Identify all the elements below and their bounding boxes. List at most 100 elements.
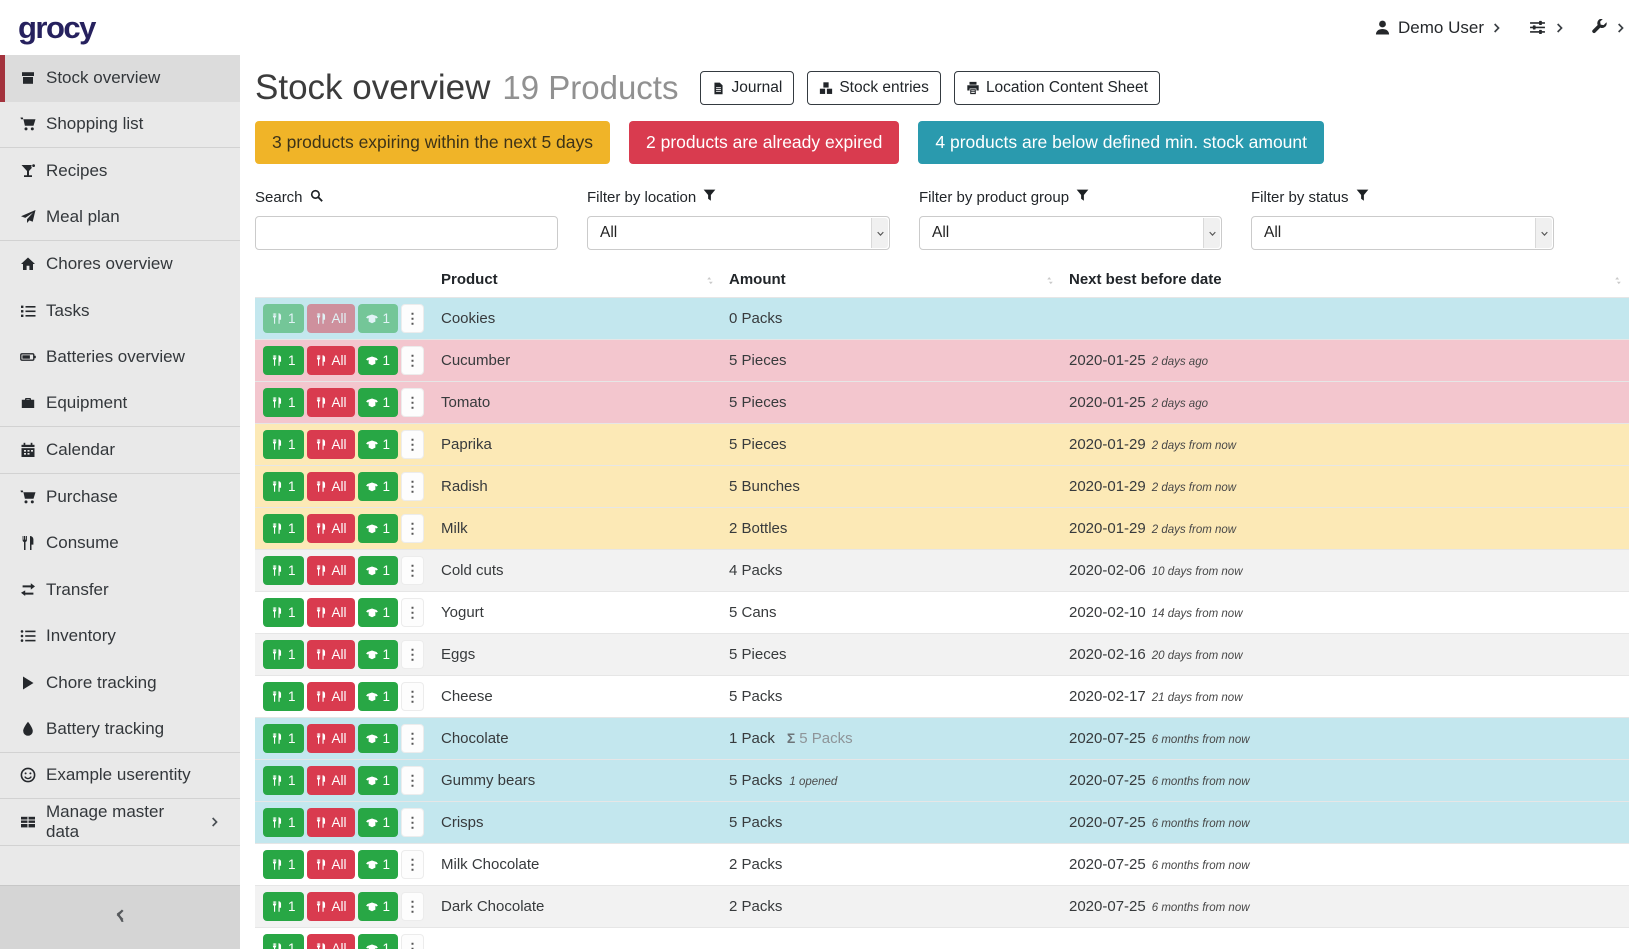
consume-one-button[interactable]: 1 xyxy=(263,850,304,879)
consume-all-button[interactable]: All xyxy=(306,892,355,921)
product-name[interactable]: Gummy bears xyxy=(441,772,536,789)
open-one-button[interactable]: 1 xyxy=(357,850,399,879)
sidebar-item-shopping-list[interactable]: Shopping list xyxy=(0,102,240,148)
stock-entries-button[interactable]: Stock entries xyxy=(807,71,941,105)
consume-all-button[interactable]: All xyxy=(306,346,355,375)
consume-all-button[interactable]: All xyxy=(306,724,355,753)
consume-one-button[interactable]: 1 xyxy=(263,514,304,543)
sidebar-item-example-userentity[interactable]: Example userentity xyxy=(0,753,240,799)
consume-one-button[interactable]: 1 xyxy=(263,556,304,585)
sidebar-item-chores-overview[interactable]: Chores overview xyxy=(0,241,240,288)
consume-one-button[interactable]: 1 xyxy=(263,346,304,375)
sidebar-item-inventory[interactable]: Inventory xyxy=(0,613,240,660)
open-one-button[interactable]: 1 xyxy=(357,388,399,417)
product-column-header[interactable]: Product xyxy=(433,263,721,298)
product-name[interactable]: Cookies xyxy=(441,310,496,327)
open-one-button[interactable]: 1 xyxy=(357,304,399,333)
sidebar-collapse-button[interactable] xyxy=(0,885,240,949)
product-name[interactable]: Cucumber xyxy=(441,352,511,369)
status-filter-select[interactable]: All xyxy=(1251,216,1554,250)
product-name[interactable]: Yogurt xyxy=(441,604,484,621)
consume-one-button[interactable]: 1 xyxy=(263,472,304,501)
sidebar-item-transfer[interactable]: Transfer xyxy=(0,567,240,614)
open-one-button[interactable]: 1 xyxy=(357,430,399,459)
consume-one-button[interactable]: 1 xyxy=(263,724,304,753)
open-one-button[interactable]: 1 xyxy=(357,556,399,585)
location-filter-select[interactable]: All xyxy=(587,216,890,250)
row-more-menu-button[interactable]: ⋮ xyxy=(401,556,425,585)
product-name[interactable]: Milk Chocolate xyxy=(441,856,540,873)
row-more-menu-button[interactable]: ⋮ xyxy=(401,808,425,837)
row-more-menu-button[interactable]: ⋮ xyxy=(401,766,425,795)
sidebar-item-manage-master-data[interactable]: Manage master data xyxy=(0,799,240,846)
search-input[interactable] xyxy=(255,216,558,250)
consume-one-button[interactable]: 1 xyxy=(263,388,304,417)
consume-all-button[interactable]: All xyxy=(306,766,355,795)
sidebar-item-meal-plan[interactable]: Meal plan xyxy=(0,195,240,241)
sidebar-item-stock-overview[interactable]: Stock overview xyxy=(0,55,240,102)
best-before-column-header[interactable]: Next best before date xyxy=(1061,263,1629,298)
consume-one-button[interactable]: 1 xyxy=(263,808,304,837)
sort-icon[interactable] xyxy=(1612,274,1624,291)
expiring-banner[interactable]: 3 products expiring within the next 5 da… xyxy=(255,121,611,164)
consume-all-button[interactable]: All xyxy=(306,430,355,459)
consume-all-button[interactable]: All xyxy=(306,640,355,669)
product-group-filter-select[interactable]: All xyxy=(919,216,1222,250)
row-more-menu-button[interactable]: ⋮ xyxy=(401,472,425,501)
sidebar-item-tasks[interactable]: Tasks xyxy=(0,288,240,335)
row-more-menu-button[interactable]: ⋮ xyxy=(401,640,425,669)
consume-one-button[interactable]: 1 xyxy=(263,682,304,711)
consume-all-button[interactable]: All xyxy=(306,934,355,949)
row-more-menu-button[interactable]: ⋮ xyxy=(401,514,425,543)
row-more-menu-button[interactable]: ⋮ xyxy=(401,598,425,627)
sidebar-item-calendar[interactable]: Calendar xyxy=(0,427,240,474)
consume-all-button[interactable]: All xyxy=(306,304,355,333)
product-name[interactable]: Paprika xyxy=(441,436,492,453)
sidebar-item-chore-tracking[interactable]: Chore tracking xyxy=(0,660,240,707)
consume-all-button[interactable]: All xyxy=(306,514,355,543)
product-name[interactable]: Eggs xyxy=(441,646,476,663)
row-more-menu-button[interactable]: ⋮ xyxy=(401,934,425,949)
row-more-menu-button[interactable]: ⋮ xyxy=(401,892,425,921)
product-name[interactable]: Radish xyxy=(441,478,488,495)
below-min-stock-banner[interactable]: 4 products are below defined min. stock … xyxy=(918,121,1324,164)
user-menu[interactable]: Demo User xyxy=(1374,18,1502,38)
product-name[interactable]: Dark Chocolate xyxy=(441,898,545,915)
product-name[interactable]: Milk xyxy=(441,520,468,537)
open-one-button[interactable]: 1 xyxy=(357,346,399,375)
open-one-button[interactable]: 1 xyxy=(357,808,399,837)
row-more-menu-button[interactable]: ⋮ xyxy=(401,430,425,459)
consume-all-button[interactable]: All xyxy=(306,472,355,501)
product-name[interactable] xyxy=(433,928,721,949)
product-name[interactable]: Chocolate xyxy=(441,730,509,747)
consume-all-button[interactable]: All xyxy=(306,388,355,417)
open-one-button[interactable]: 1 xyxy=(357,514,399,543)
expired-banner[interactable]: 2 products are already expired xyxy=(629,121,900,164)
consume-one-button[interactable]: 1 xyxy=(263,304,304,333)
product-name[interactable]: Tomato xyxy=(441,394,491,411)
open-one-button[interactable]: 1 xyxy=(357,640,399,669)
row-more-menu-button[interactable]: ⋮ xyxy=(401,388,425,417)
app-logo[interactable]: grocy xyxy=(18,9,96,45)
sort-icon[interactable] xyxy=(1044,274,1056,291)
settings-menu[interactable] xyxy=(1528,19,1565,36)
sort-icon[interactable] xyxy=(704,274,716,291)
consume-one-button[interactable]: 1 xyxy=(263,766,304,795)
sidebar-item-battery-tracking[interactable]: Battery tracking xyxy=(0,706,240,753)
product-name[interactable]: Cold cuts xyxy=(441,562,504,579)
journal-button[interactable]: Journal xyxy=(700,71,795,105)
consume-all-button[interactable]: All xyxy=(306,556,355,585)
consume-one-button[interactable]: 1 xyxy=(263,892,304,921)
consume-one-button[interactable]: 1 xyxy=(263,640,304,669)
row-more-menu-button[interactable]: ⋮ xyxy=(401,850,425,879)
open-one-button[interactable]: 1 xyxy=(357,724,399,753)
sidebar-item-equipment[interactable]: Equipment xyxy=(0,381,240,427)
open-one-button[interactable]: 1 xyxy=(357,682,399,711)
amount-column-header[interactable]: Amount xyxy=(721,263,1061,298)
location-content-sheet-button[interactable]: Location Content Sheet xyxy=(953,71,1160,105)
row-more-menu-button[interactable]: ⋮ xyxy=(401,724,425,753)
sidebar-item-consume[interactable]: Consume xyxy=(0,520,240,567)
open-one-button[interactable]: 1 xyxy=(357,472,399,501)
consume-all-button[interactable]: All xyxy=(306,808,355,837)
consume-one-button[interactable]: 1 xyxy=(263,598,304,627)
